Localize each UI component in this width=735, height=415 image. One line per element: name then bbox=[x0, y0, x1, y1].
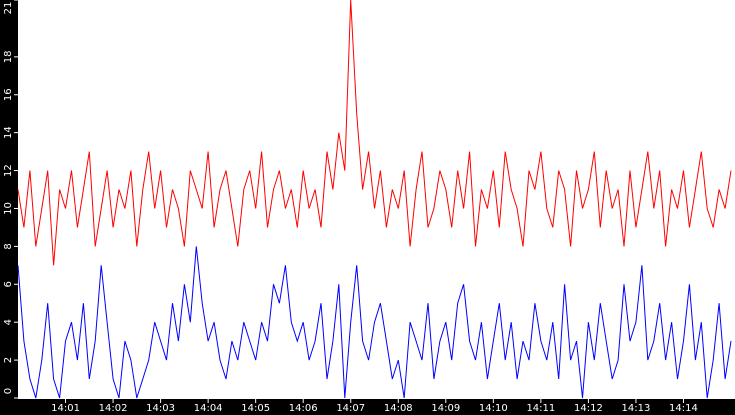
x-tick-label: 14:11 bbox=[526, 403, 555, 414]
y-tick-label: 8 bbox=[3, 243, 14, 249]
y-tick-label: 4 bbox=[3, 319, 14, 325]
y-tick-label: 12 bbox=[3, 164, 14, 177]
y-tick-label: 16 bbox=[3, 88, 14, 101]
x-tick-label: 14:05 bbox=[241, 403, 270, 414]
x-tick-label: 14:04 bbox=[194, 403, 223, 414]
x-tick-label: 14:02 bbox=[99, 403, 128, 414]
x-tick-label: 14:06 bbox=[289, 403, 318, 414]
x-tick-label: 14:01 bbox=[51, 403, 80, 414]
y-tick-label: 21 bbox=[3, 2, 14, 15]
y-tick-label: 2 bbox=[3, 357, 14, 363]
series-line bbox=[17, 0, 732, 266]
x-tick-label: 14:13 bbox=[622, 403, 651, 414]
x-tick-label: 14:14 bbox=[669, 403, 698, 414]
x-tick-label: 14:12 bbox=[574, 403, 603, 414]
y-tick-label: 14 bbox=[3, 126, 14, 139]
y-tick-label: 0 bbox=[3, 388, 14, 394]
x-tick-label: 14:09 bbox=[431, 403, 460, 414]
y-tick-label: 18 bbox=[3, 50, 14, 63]
x-tick-label: 14:08 bbox=[384, 403, 413, 414]
x-tick-label: 14:07 bbox=[336, 403, 365, 414]
series-line bbox=[17, 246, 732, 399]
y-tick-label: 10 bbox=[3, 202, 14, 215]
x-tick-label: 14:03 bbox=[146, 403, 175, 414]
y-tick-label: 6 bbox=[3, 281, 14, 287]
x-tick-label: 14:10 bbox=[479, 403, 508, 414]
